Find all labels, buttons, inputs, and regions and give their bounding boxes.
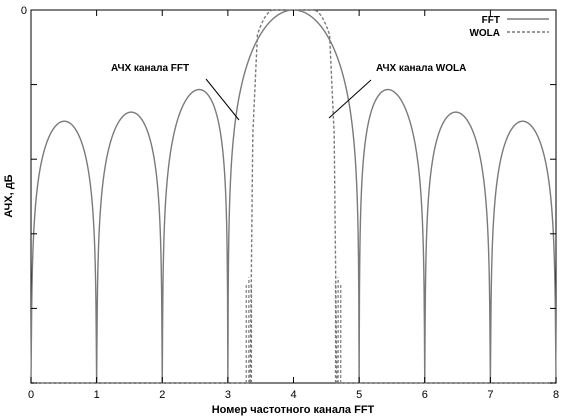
x-tick-label: 7	[487, 389, 493, 401]
x-ticks: 0 1 2 3 4 5 6 7 8	[28, 10, 559, 401]
annotation-wola-leader	[328, 79, 372, 119]
y-tick-label: 0	[21, 5, 27, 17]
x-tick-label: 8	[553, 389, 559, 401]
annotation-fft-leader	[205, 78, 240, 121]
x-tick-label: 0	[28, 389, 34, 401]
series-wola-line	[31, 9, 556, 384]
x-tick-label: 2	[159, 389, 165, 401]
x-tick-label: 4	[290, 389, 296, 401]
legend-label-wola: WOLA	[469, 28, 500, 39]
annotation-wola: АЧХ канала WOLA	[328, 63, 466, 119]
plot-frame	[30, 9, 557, 384]
annotation-fft: АЧХ канала FFT	[111, 63, 240, 121]
series-fft-line	[30, 9, 557, 384]
legend: FFT WOLA	[469, 15, 549, 39]
annotation-fft-label: АЧХ канала FFT	[111, 63, 189, 74]
x-tick-label: 6	[422, 389, 428, 401]
plot-lines	[30, 9, 557, 384]
x-tick-label: 1	[94, 389, 100, 401]
x-tick-label: 3	[225, 389, 231, 401]
y-ticks: 0	[21, 5, 556, 384]
x-axis-title: Номер частотного канала FFT	[212, 404, 375, 416]
y-axis-title: АЧХ, дБ	[3, 174, 15, 217]
annotation-wola-label: АЧХ канала WOLA	[376, 63, 466, 74]
x-tick-label: 5	[356, 389, 362, 401]
legend-label-fft: FFT	[482, 15, 500, 26]
